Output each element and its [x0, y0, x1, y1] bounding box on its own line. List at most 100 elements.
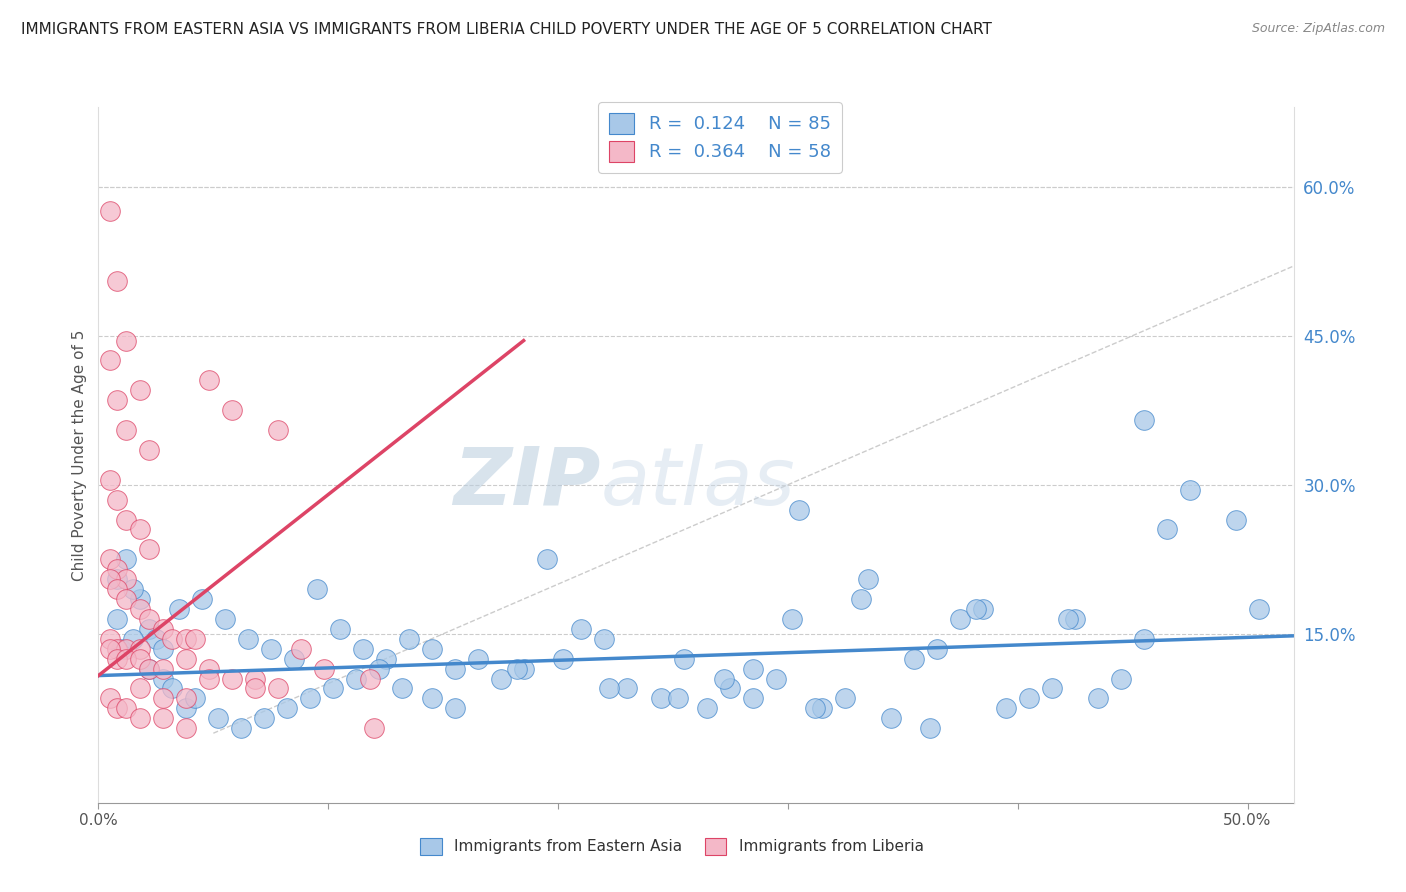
Point [115, 701, 138, 715]
Point [174, 632, 197, 646]
Point [122, 582, 145, 596]
Point [267, 681, 290, 696]
Point [1087, 691, 1109, 706]
Point [145, 632, 167, 646]
Point [851, 592, 873, 607]
Point [489, 672, 512, 686]
Point [152, 662, 174, 676]
Point [1247, 602, 1270, 616]
Point [115, 552, 138, 566]
Point [616, 681, 638, 696]
Point [128, 523, 150, 537]
Point [283, 651, 305, 665]
Point [359, 672, 381, 686]
Point [115, 572, 138, 586]
Point [138, 612, 160, 626]
Point [1109, 672, 1132, 686]
Point [122, 632, 145, 646]
Point [105, 572, 128, 586]
Point [128, 711, 150, 725]
Point [253, 711, 276, 725]
Point [138, 662, 160, 676]
Text: IMMIGRANTS FROM EASTERN ASIA VS IMMIGRANTS FROM LIBERIA CHILD POVERTY UNDER THE : IMMIGRANTS FROM EASTERN ASIA VS IMMIGRAN… [21, 22, 993, 37]
Point [191, 592, 214, 607]
Point [160, 681, 183, 696]
Text: Source: ZipAtlas.com: Source: ZipAtlas.com [1251, 22, 1385, 36]
Point [128, 384, 150, 398]
Point [267, 423, 290, 437]
Point [398, 632, 420, 646]
Point [536, 552, 558, 566]
Point [742, 662, 765, 676]
Point [221, 672, 243, 686]
Point [98, 473, 121, 487]
Point [105, 612, 128, 626]
Point [115, 512, 138, 526]
Point [673, 651, 696, 665]
Point [110, 641, 132, 656]
Point [138, 542, 160, 557]
Point [115, 592, 138, 607]
Point [363, 721, 385, 735]
Point [152, 672, 174, 686]
Point [138, 442, 160, 457]
Point [927, 641, 949, 656]
Point [221, 403, 243, 417]
Point [98, 552, 121, 566]
Point [115, 423, 138, 437]
Point [105, 492, 128, 507]
Point [115, 651, 138, 665]
Point [811, 701, 834, 715]
Point [506, 662, 529, 676]
Point [467, 651, 489, 665]
Point [965, 602, 987, 616]
Point [115, 334, 138, 348]
Point [1057, 612, 1080, 626]
Point [98, 632, 121, 646]
Point [98, 691, 121, 706]
Point [789, 502, 811, 516]
Point [105, 651, 128, 665]
Point [696, 701, 718, 715]
Point [782, 612, 804, 626]
Point [322, 681, 344, 696]
Point [1018, 691, 1040, 706]
Legend: Immigrants from Eastern Asia, Immigrants from Liberia: Immigrants from Eastern Asia, Immigrants… [415, 831, 929, 862]
Point [880, 711, 903, 725]
Point [197, 373, 219, 387]
Point [138, 662, 160, 676]
Point [98, 204, 121, 219]
Point [374, 651, 396, 665]
Point [105, 701, 128, 715]
Point [593, 632, 616, 646]
Point [858, 572, 880, 586]
Point [391, 681, 413, 696]
Point [344, 672, 367, 686]
Point [128, 602, 150, 616]
Point [1133, 632, 1156, 646]
Point [276, 701, 298, 715]
Point [197, 662, 219, 676]
Point [105, 582, 128, 596]
Point [804, 701, 827, 715]
Point [184, 632, 207, 646]
Point [167, 602, 190, 616]
Point [260, 641, 283, 656]
Point [512, 662, 534, 676]
Point [105, 393, 128, 408]
Point [105, 562, 128, 576]
Point [329, 622, 352, 636]
Point [243, 672, 266, 686]
Point [98, 572, 121, 586]
Point [598, 681, 620, 696]
Point [765, 672, 787, 686]
Point [105, 641, 128, 656]
Point [128, 681, 150, 696]
Y-axis label: Child Poverty Under the Age of 5: Child Poverty Under the Age of 5 [72, 329, 87, 581]
Point [713, 672, 735, 686]
Point [666, 691, 689, 706]
Point [972, 602, 994, 616]
Point [420, 641, 443, 656]
Point [174, 721, 197, 735]
Point [174, 691, 197, 706]
